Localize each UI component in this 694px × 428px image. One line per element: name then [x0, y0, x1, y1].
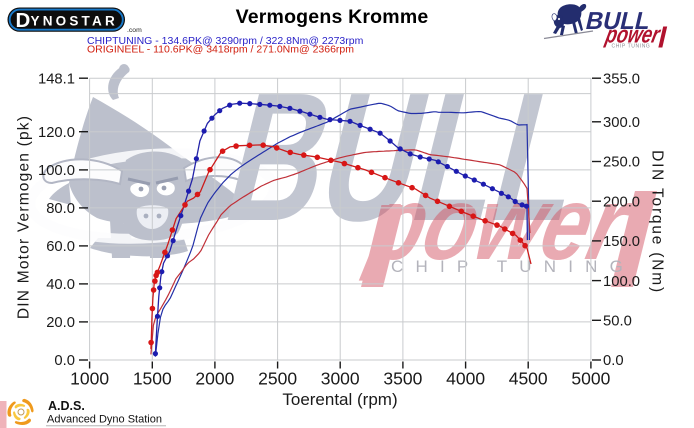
svg-text:CHIP TUNING: CHIP TUNING	[612, 44, 651, 50]
svg-text:Advanced Dyno Station: Advanced Dyno Station	[47, 414, 162, 426]
svg-text:ORIGINEEL - 110.6PK@ 3418rpm: ORIGINEEL - 110.6PK@ 3418rpm / 271.0Nm@ …	[87, 44, 354, 56]
svg-text:200.0: 200.0	[603, 194, 640, 210]
svg-text:4500: 4500	[509, 369, 548, 389]
svg-text:80.0: 80.0	[46, 201, 75, 217]
svg-text:300.0: 300.0	[603, 115, 640, 131]
svg-text:2500: 2500	[258, 369, 297, 389]
svg-text:100.0: 100.0	[603, 274, 640, 290]
svg-text:355.0: 355.0	[603, 71, 640, 87]
svg-text:CHIP TUNING: CHIP TUNING	[391, 257, 635, 276]
svg-text:5000: 5000	[571, 369, 610, 389]
svg-text:BULL: BULL	[583, 8, 653, 35]
svg-text:4000: 4000	[446, 369, 485, 389]
svg-text:0.0: 0.0	[603, 353, 624, 369]
svg-text:.com: .com	[127, 27, 142, 34]
svg-text:DIN Torque (Nm): DIN Torque (Nm)	[649, 150, 666, 294]
svg-text:250.0: 250.0	[603, 155, 640, 171]
svg-text:3000: 3000	[321, 369, 360, 389]
svg-text:BULL: BULL	[209, 56, 604, 260]
svg-text:150.0: 150.0	[603, 234, 640, 250]
svg-text:1000: 1000	[70, 369, 109, 389]
svg-text:20.0: 20.0	[46, 315, 75, 331]
svg-text:148.1: 148.1	[38, 71, 75, 87]
svg-text:Toerental (rpm): Toerental (rpm)	[282, 390, 397, 409]
svg-text:CHIPTUNING - 134.6PK@ 3290rpm: CHIPTUNING - 134.6PK@ 3290rpm / 322.8Nm@…	[87, 35, 364, 47]
svg-text:100.0: 100.0	[38, 163, 75, 179]
svg-text:40.0: 40.0	[46, 277, 75, 293]
svg-text:60.0: 60.0	[46, 239, 75, 255]
svg-text:1500: 1500	[133, 369, 172, 389]
svg-text:A.D.S.: A.D.S.	[48, 399, 85, 413]
svg-text:50.0: 50.0	[603, 314, 632, 330]
svg-text:power: power	[602, 22, 663, 49]
svg-text:Vermogens Kromme: Vermogens Kromme	[236, 6, 429, 28]
svg-text:120.0: 120.0	[38, 125, 75, 141]
svg-text:DIN Motor Vermogen (pk): DIN Motor Vermogen (pk)	[16, 115, 33, 319]
svg-text:3500: 3500	[383, 369, 422, 389]
svg-text:D: D	[16, 9, 31, 32]
svg-text:YNOSTAR: YNOSTAR	[31, 14, 118, 29]
svg-text:0.0: 0.0	[54, 353, 75, 369]
svg-text:2000: 2000	[195, 369, 234, 389]
